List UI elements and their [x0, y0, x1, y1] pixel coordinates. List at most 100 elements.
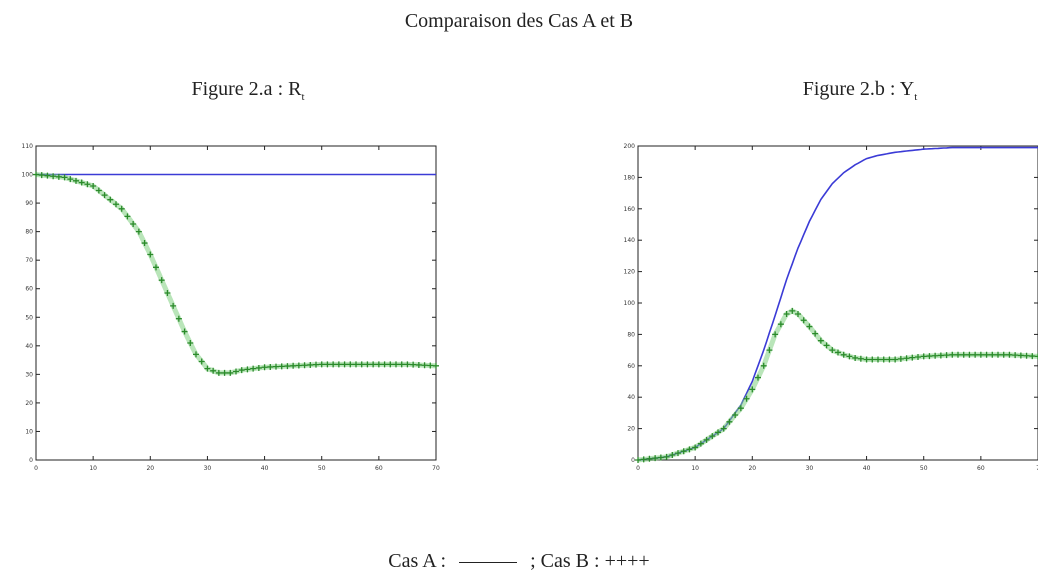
x-tick-label: 7	[1036, 465, 1038, 472]
series-cas-b-marker	[358, 361, 365, 368]
series-cas-b-marker	[375, 361, 382, 368]
series-cas-b-marker	[158, 277, 165, 284]
y-tick-label: 80	[25, 229, 33, 236]
y-tick-label: 60	[627, 363, 635, 370]
y-tick-label: 20	[25, 400, 33, 407]
series-cas-b-marker	[101, 192, 108, 199]
legend-case-b-label: Cas B :	[540, 550, 600, 572]
series-cas-b-marker	[261, 364, 268, 371]
series-cas-b-marker	[238, 367, 245, 374]
plot-frame	[35, 145, 437, 461]
series-cas-b-marker	[909, 354, 916, 361]
y-tick-label: 180	[624, 174, 636, 181]
y-tick-label: 140	[624, 237, 636, 244]
series-cas-b-marker	[38, 172, 45, 179]
series-cas-b-marker	[829, 347, 836, 354]
figure-b-title: Figure 2.b : Yt	[802, 78, 918, 103]
series-cas-b-marker	[427, 362, 434, 369]
legend-case-a-line-sample	[459, 561, 518, 563]
series-cas-b-marker	[857, 355, 864, 362]
y-tick-label: 50	[25, 314, 33, 321]
series-cas-b-marker	[381, 361, 388, 368]
series-cas-b-marker	[1029, 353, 1036, 360]
series-cas-b-marker	[67, 176, 74, 183]
series-cas-b-marker	[852, 354, 859, 361]
series-cas-b-marker	[307, 361, 314, 368]
series-cas-b-marker	[977, 351, 984, 358]
series-cas-b-marker	[1017, 352, 1024, 359]
series-cas-b-marker	[966, 351, 973, 358]
y-tick-label: 110	[22, 143, 34, 150]
legend: Cas A : ; Cas B : ++++	[0, 550, 1038, 573]
series-cas-b-marker	[210, 367, 217, 374]
y-tick-label: 40	[25, 343, 33, 350]
series-cas-b-marker	[840, 351, 847, 358]
series-cas-b-marker	[130, 221, 137, 228]
series-cas-b-marker	[812, 330, 819, 337]
series-cas-b-marker	[886, 356, 893, 363]
series-cas-b-marker	[743, 395, 750, 402]
series-cas-b-marker	[960, 351, 967, 358]
legend-case-a-label: Cas A :	[388, 550, 447, 572]
series-cas-b-marker	[835, 349, 841, 356]
series-cas-a-line	[637, 146, 1038, 461]
series-cas-b-marker	[398, 361, 405, 368]
series-cas-b-marker	[433, 362, 439, 369]
x-tick-label: 30	[806, 465, 814, 472]
series-cas-b-marker	[869, 356, 876, 363]
series-cas-b-marker	[937, 352, 944, 359]
series-cas-b-marker	[147, 251, 154, 258]
series-cas-b-marker	[90, 182, 97, 189]
series-cas-b-marker	[926, 353, 933, 360]
series-cas-b-marker	[341, 361, 348, 368]
series-cas-b-marker	[657, 454, 664, 461]
series-cas-b-marker	[892, 356, 899, 363]
y-tick-label: 200	[624, 143, 636, 150]
series-cas-b-marker	[267, 363, 274, 370]
series-cas-b-marker	[1006, 351, 1013, 358]
series-cas-b-marker	[284, 363, 291, 370]
y-tick-label: 30	[25, 371, 33, 378]
series-cas-b-marker	[324, 361, 331, 368]
series-cas-b-marker	[421, 362, 428, 369]
series-cas-b-marker	[107, 196, 114, 203]
series-cas-b-marker	[141, 240, 148, 247]
x-tick-label: 20	[748, 465, 756, 472]
y-tick-label: 0	[29, 457, 33, 464]
series-cas-b-marker	[823, 342, 830, 349]
series-cas-b-marker	[301, 362, 308, 369]
series-cas-b-marker	[1012, 352, 1019, 359]
series-cas-b-marker	[846, 353, 853, 360]
series-cas-b-marker	[255, 364, 262, 371]
legend-case-b-marker: ++++	[604, 550, 650, 572]
series-cas-b-marker	[370, 361, 377, 368]
series-cas-b-marker	[181, 328, 188, 335]
series-cas-b-marker	[903, 355, 910, 362]
series-cas-b-marker	[680, 448, 687, 455]
series-cas-b-marker	[772, 331, 779, 338]
series-cas-b-marker	[955, 351, 961, 358]
x-tick-label: 10	[691, 465, 699, 472]
series-cas-b-marker	[635, 457, 641, 463]
series-cas-b-marker	[755, 374, 761, 381]
y-tick-label: 0	[631, 457, 635, 464]
series-cas-b-marker	[932, 352, 939, 359]
series-cas-b-marker	[732, 411, 739, 418]
series-cas-b-marker	[737, 405, 744, 412]
series-cas-b-marker	[943, 352, 950, 359]
series-cas-b-marker	[244, 366, 251, 373]
series-cas-b-marker	[692, 444, 699, 451]
series-cas-b-marker	[795, 310, 801, 317]
y-tick-label: 100	[624, 300, 636, 307]
series-cas-b-marker	[880, 356, 887, 363]
x-tick-label: 50	[318, 465, 326, 472]
series-cas-b-marker	[313, 361, 319, 368]
series-cas-b-marker	[221, 369, 228, 376]
series-cas-b-marker	[646, 455, 653, 462]
series-cas-b-marker	[135, 228, 142, 235]
series-cas-b-marker	[749, 386, 756, 393]
series-cas-b-marker	[800, 317, 807, 324]
series-cas-b-marker	[330, 361, 337, 368]
y-tick-label: 80	[627, 331, 635, 338]
y-tick-label: 90	[25, 200, 33, 207]
